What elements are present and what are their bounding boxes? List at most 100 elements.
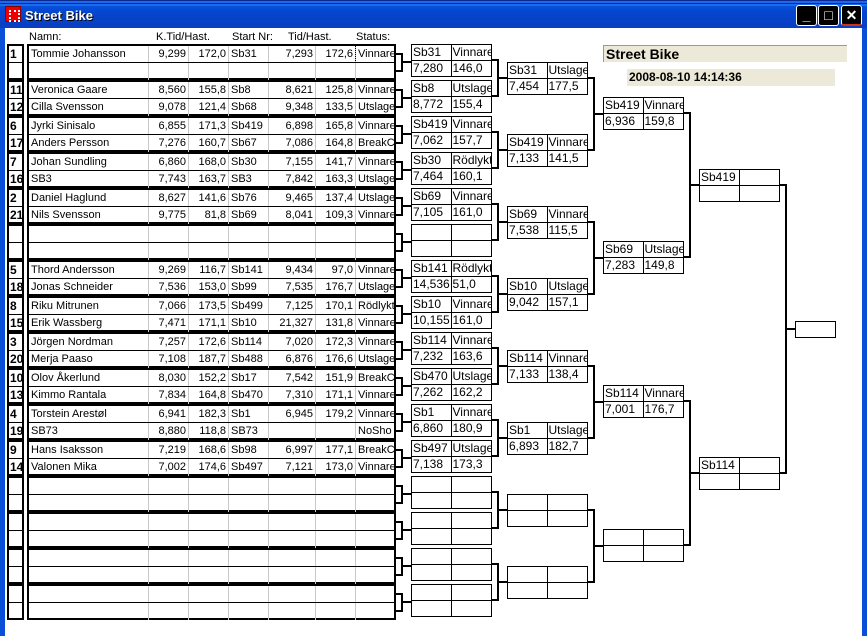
cell-name[interactable]: Kimmo Rantala (29, 387, 149, 404)
close-button[interactable]: ✕ (841, 5, 862, 26)
cell-status[interactable]: Vinnare (358, 461, 394, 473)
cell-name[interactable]: Riku Mitrunen (29, 298, 149, 314)
cell-tid[interactable]: 8,041 (269, 207, 316, 224)
table-row[interactable]: Veronica Gaare 8,560 155,8 Sb8 8,621 125,8 Vin… (29, 82, 394, 99)
cell-khast[interactable] (189, 226, 229, 242)
cell-tid[interactable] (269, 226, 316, 242)
cell-hast[interactable] (316, 567, 356, 584)
cell-status[interactable]: Vinnare (358, 264, 394, 276)
cell-tid[interactable] (269, 586, 316, 602)
cell-start[interactable]: Sb69 (229, 207, 269, 224)
cell-name[interactable]: Olov Åkerlund (29, 370, 149, 386)
table-row[interactable] (29, 495, 394, 512)
cell-status[interactable]: Rödlykta (358, 300, 394, 312)
minimize-button[interactable]: _ (796, 5, 817, 26)
cell-khast[interactable]: 121,4 (189, 99, 229, 116)
round2-match-box[interactable]: Sb114 Vinnare 7,133 138,4 (507, 350, 588, 383)
cell-status[interactable]: BreakC (358, 372, 394, 384)
cell-khast[interactable]: 160,7 (189, 135, 229, 152)
cell-ktid[interactable]: 7,743 (149, 171, 189, 188)
cell-name[interactable] (29, 567, 149, 584)
cell-name[interactable]: Thord Andersson (29, 262, 149, 278)
cell-hast[interactable] (316, 603, 356, 620)
final-winner-box[interactable] (795, 321, 836, 338)
cell-status[interactable]: Vinnare (358, 389, 394, 401)
cell-tid[interactable]: 7,121 (269, 459, 316, 476)
round3-match-box[interactable]: Sb419 Vinnare 6,936 159,8 (603, 97, 684, 130)
cell-ktid[interactable]: 6,860 (149, 154, 189, 170)
cell-khast[interactable]: 171,1 (189, 315, 229, 332)
cell-start[interactable]: Sb68 (229, 99, 269, 116)
round1-match-box[interactable] (411, 512, 492, 545)
table-row[interactable] (29, 514, 394, 531)
cell-ktid[interactable]: 7,257 (149, 334, 189, 350)
round4-match-box[interactable]: Sb419 (699, 169, 780, 202)
table-row[interactable]: Valonen Mika 7,002 174,6 Sb497 7,121 173,0 Vin… (29, 459, 394, 476)
cell-khast[interactable] (189, 514, 229, 530)
cell-khast[interactable] (189, 495, 229, 512)
cell-status[interactable]: Vinnare (355, 45, 395, 63)
cell-tid[interactable]: 7,293 (269, 46, 316, 62)
cell-tid[interactable] (269, 531, 316, 548)
round3-match-box[interactable]: Sb114 Vinnare 7,001 176,7 (603, 385, 684, 418)
cell-name[interactable]: Tommie Johansson (29, 46, 149, 62)
cell-start[interactable]: Sb31 (229, 46, 269, 62)
cell-tid[interactable]: 7,086 (269, 135, 316, 152)
cell-tid[interactable]: 8,621 (269, 82, 316, 98)
cell-ktid[interactable]: 8,880 (149, 423, 189, 440)
cell-tid[interactable]: 6,898 (269, 118, 316, 134)
cell-start[interactable]: Sb1 (229, 406, 269, 422)
cell-name[interactable]: SB73 (29, 423, 149, 440)
cell-khast[interactable] (189, 478, 229, 494)
cell-status[interactable]: Vinnare (358, 120, 394, 132)
cell-ktid[interactable] (149, 531, 189, 548)
table-row[interactable]: Torstein Arestøl 6,941 182,3 Sb1 6,945 179,2 V… (29, 406, 394, 423)
cell-khast[interactable]: 141,6 (189, 190, 229, 206)
cell-name[interactable]: Anders Persson (29, 135, 149, 152)
cell-start[interactable]: Sb497 (229, 459, 269, 476)
cell-hast[interactable]: 131,8 (316, 315, 356, 332)
cell-tid[interactable]: 7,542 (269, 370, 316, 386)
table-row[interactable] (29, 226, 394, 243)
cell-hast[interactable]: 179,2 (316, 406, 356, 422)
cell-start[interactable] (229, 550, 269, 566)
cell-status[interactable]: Vinnare (358, 156, 394, 168)
cell-ktid[interactable]: 8,627 (149, 190, 189, 206)
cell-hast[interactable]: 165,8 (316, 118, 356, 134)
cell-name[interactable] (29, 514, 149, 530)
round1-match-box[interactable]: Sb10 Vinnare 10,155 161,0 (411, 296, 492, 329)
cell-khast[interactable]: 174,6 (189, 459, 229, 476)
cell-name[interactable] (29, 226, 149, 242)
cell-name[interactable] (29, 586, 149, 602)
table-row[interactable] (29, 567, 394, 584)
cell-hast[interactable]: 163,3 (316, 171, 356, 188)
cell-status[interactable]: Vinnare (358, 84, 394, 96)
round1-match-box[interactable] (411, 476, 492, 509)
cell-ktid[interactable] (149, 567, 189, 584)
cell-start[interactable] (229, 603, 269, 620)
cell-name[interactable]: Nils Svensson (29, 207, 149, 224)
cell-ktid[interactable]: 7,108 (149, 351, 189, 368)
cell-start[interactable] (229, 567, 269, 584)
cell-ktid[interactable] (149, 514, 189, 530)
cell-ktid[interactable]: 8,560 (149, 82, 189, 98)
table-row[interactable] (29, 63, 394, 80)
cell-start[interactable]: Sb8 (229, 82, 269, 98)
cell-khast[interactable] (189, 550, 229, 566)
table-row[interactable]: Tommie Johansson 9,299 172,0 Sb31 7,293 172,6… (29, 45, 395, 63)
table-row[interactable] (29, 586, 394, 603)
cell-start[interactable]: Sb98 (229, 442, 269, 458)
cell-name[interactable]: Cilla Svensson (29, 99, 149, 116)
cell-hast[interactable]: 151,9 (316, 370, 356, 386)
cell-tid[interactable] (269, 243, 316, 260)
cell-hast[interactable]: 171,1 (316, 387, 356, 404)
cell-start[interactable] (229, 63, 269, 80)
cell-status[interactable]: Vinnare (358, 408, 394, 420)
table-row[interactable]: SB73 8,880 118,8 SB73 NoSho (29, 423, 394, 440)
cell-khast[interactable]: 152,2 (189, 370, 229, 386)
cell-start[interactable] (229, 495, 269, 512)
